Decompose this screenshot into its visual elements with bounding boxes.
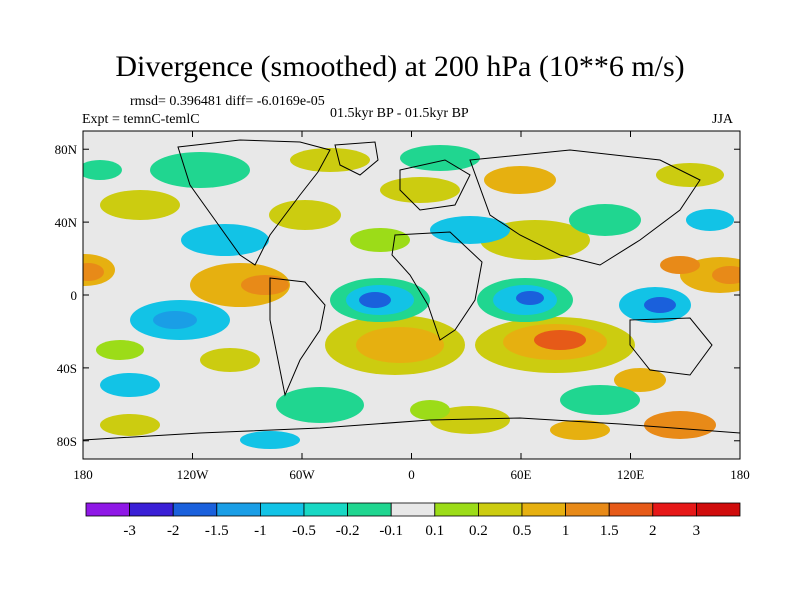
colorbar-label: 1	[562, 523, 570, 539]
colorbar-label: 1.5	[600, 523, 619, 539]
x-tick-label: 60W	[289, 467, 315, 482]
pos-blob	[712, 266, 740, 284]
pos-blob	[350, 228, 410, 252]
neg-blob	[686, 209, 734, 231]
europe-outline	[399, 159, 471, 211]
colorbar-swatch	[129, 502, 174, 517]
colorbar-label: 0.2	[469, 523, 488, 539]
pos-blob	[200, 348, 260, 372]
chart-title: Divergence (smoothed) at 200 hPa (10**6 …	[115, 50, 685, 83]
period-label: 01.5kyr BP - 01.5kyr BP	[330, 106, 469, 121]
x-tick-label: 60E	[511, 467, 532, 482]
colorbar-label: -1.5	[205, 523, 229, 539]
colorbar: -3 -2 -1.5 -1 -0.5 -0.2 -0.1 0.1 0.2 0.5 1 1.5 2 3	[85, 502, 741, 539]
colorbar-label: -0.5	[292, 523, 316, 539]
neg-blob	[560, 385, 640, 415]
neg-blob	[150, 152, 250, 188]
neg-blob	[276, 387, 364, 423]
colorbar-label: -0.1	[379, 523, 403, 539]
pos-blob	[550, 420, 610, 440]
pos-blob	[410, 400, 450, 420]
y-tick-label: 0	[71, 288, 78, 303]
neg-blob	[569, 204, 641, 236]
colorbar-label: -1	[254, 523, 267, 539]
colorbar-swatch	[565, 502, 610, 517]
colorbar-label: 2	[649, 523, 657, 539]
pos-blob	[430, 406, 510, 434]
experiment-label: Expt = temnC-temlC	[82, 112, 200, 127]
neg-blob	[516, 291, 544, 305]
neg-blob	[644, 297, 676, 313]
colorbar-swatch	[85, 502, 130, 517]
y-axis: 80N 40N 0 40S 80S	[55, 142, 740, 449]
neg-blob	[430, 216, 510, 244]
season-label: JJA	[712, 112, 734, 127]
colorbar-swatch	[477, 502, 523, 517]
greenland-outline	[334, 141, 379, 176]
map-field	[83, 131, 740, 459]
coastlines	[83, 139, 740, 441]
y-tick-label: 80N	[55, 142, 78, 157]
pos-blob	[290, 148, 370, 172]
neg-blob	[359, 292, 391, 308]
pos-blob	[96, 340, 144, 360]
south-america-outline	[269, 277, 326, 397]
colorbar-swatch	[303, 502, 348, 517]
x-tick-label: 0	[408, 467, 415, 482]
pos-blob	[100, 190, 180, 220]
neg-blob	[100, 373, 160, 397]
stats-line: rmsd= 0.396481 diff= -6.0169e-05	[130, 94, 325, 109]
north-america-outline	[177, 139, 331, 266]
y-tick-label: 80S	[57, 434, 77, 449]
colorbar-label: 0.5	[513, 523, 532, 539]
colorbar-swatch	[434, 502, 479, 517]
y-tick-label: 40S	[57, 361, 77, 376]
x-axis: 180 120W 60W 0 60E 120E 180	[73, 131, 750, 482]
colorbar-swatch	[608, 502, 654, 517]
pos-blob	[190, 263, 290, 307]
x-tick-label: 180	[730, 467, 750, 482]
pos-blob	[614, 368, 666, 392]
colorbar-swatch	[347, 502, 392, 517]
colorbar-label: -2	[167, 523, 180, 539]
pos-blob	[644, 411, 716, 439]
neg-blob	[181, 224, 269, 256]
colorbar-swatch	[390, 502, 436, 517]
x-tick-label: 120W	[177, 467, 210, 482]
pos-blob	[484, 166, 556, 194]
pos-blob	[241, 275, 289, 295]
antarctica-outline	[83, 417, 740, 441]
pos-blob	[534, 330, 586, 350]
africa-outline	[391, 231, 483, 341]
colorbar-label: -0.2	[336, 523, 360, 539]
x-tick-label: 120E	[617, 467, 645, 482]
y-tick-label: 40N	[55, 215, 78, 230]
neg-blob	[240, 431, 300, 449]
pos-blob	[83, 263, 104, 281]
neg-blob	[83, 160, 122, 180]
colorbar-swatch	[216, 502, 261, 517]
pos-blob	[269, 200, 341, 230]
negative-anomalies	[83, 145, 734, 449]
pos-blob	[660, 256, 700, 274]
colorbar-label: 0.1	[425, 523, 444, 539]
asia-outline	[469, 149, 701, 266]
colorbar-label: -3	[123, 523, 136, 539]
neg-blob	[400, 145, 480, 171]
x-tick-label: 180	[73, 467, 93, 482]
colorbar-label: 3	[693, 523, 701, 539]
colorbar-swatch	[696, 502, 741, 517]
pos-blob	[380, 177, 460, 203]
colorbar-swatch	[259, 502, 305, 517]
pos-blob	[100, 414, 160, 436]
colorbar-swatch	[652, 502, 697, 517]
pos-blob	[356, 327, 444, 363]
colorbar-swatch	[172, 502, 218, 517]
colorbar-swatch	[521, 502, 566, 517]
australia-outline	[629, 317, 713, 376]
neg-blob	[153, 311, 197, 329]
positive-anomalies	[83, 148, 740, 440]
